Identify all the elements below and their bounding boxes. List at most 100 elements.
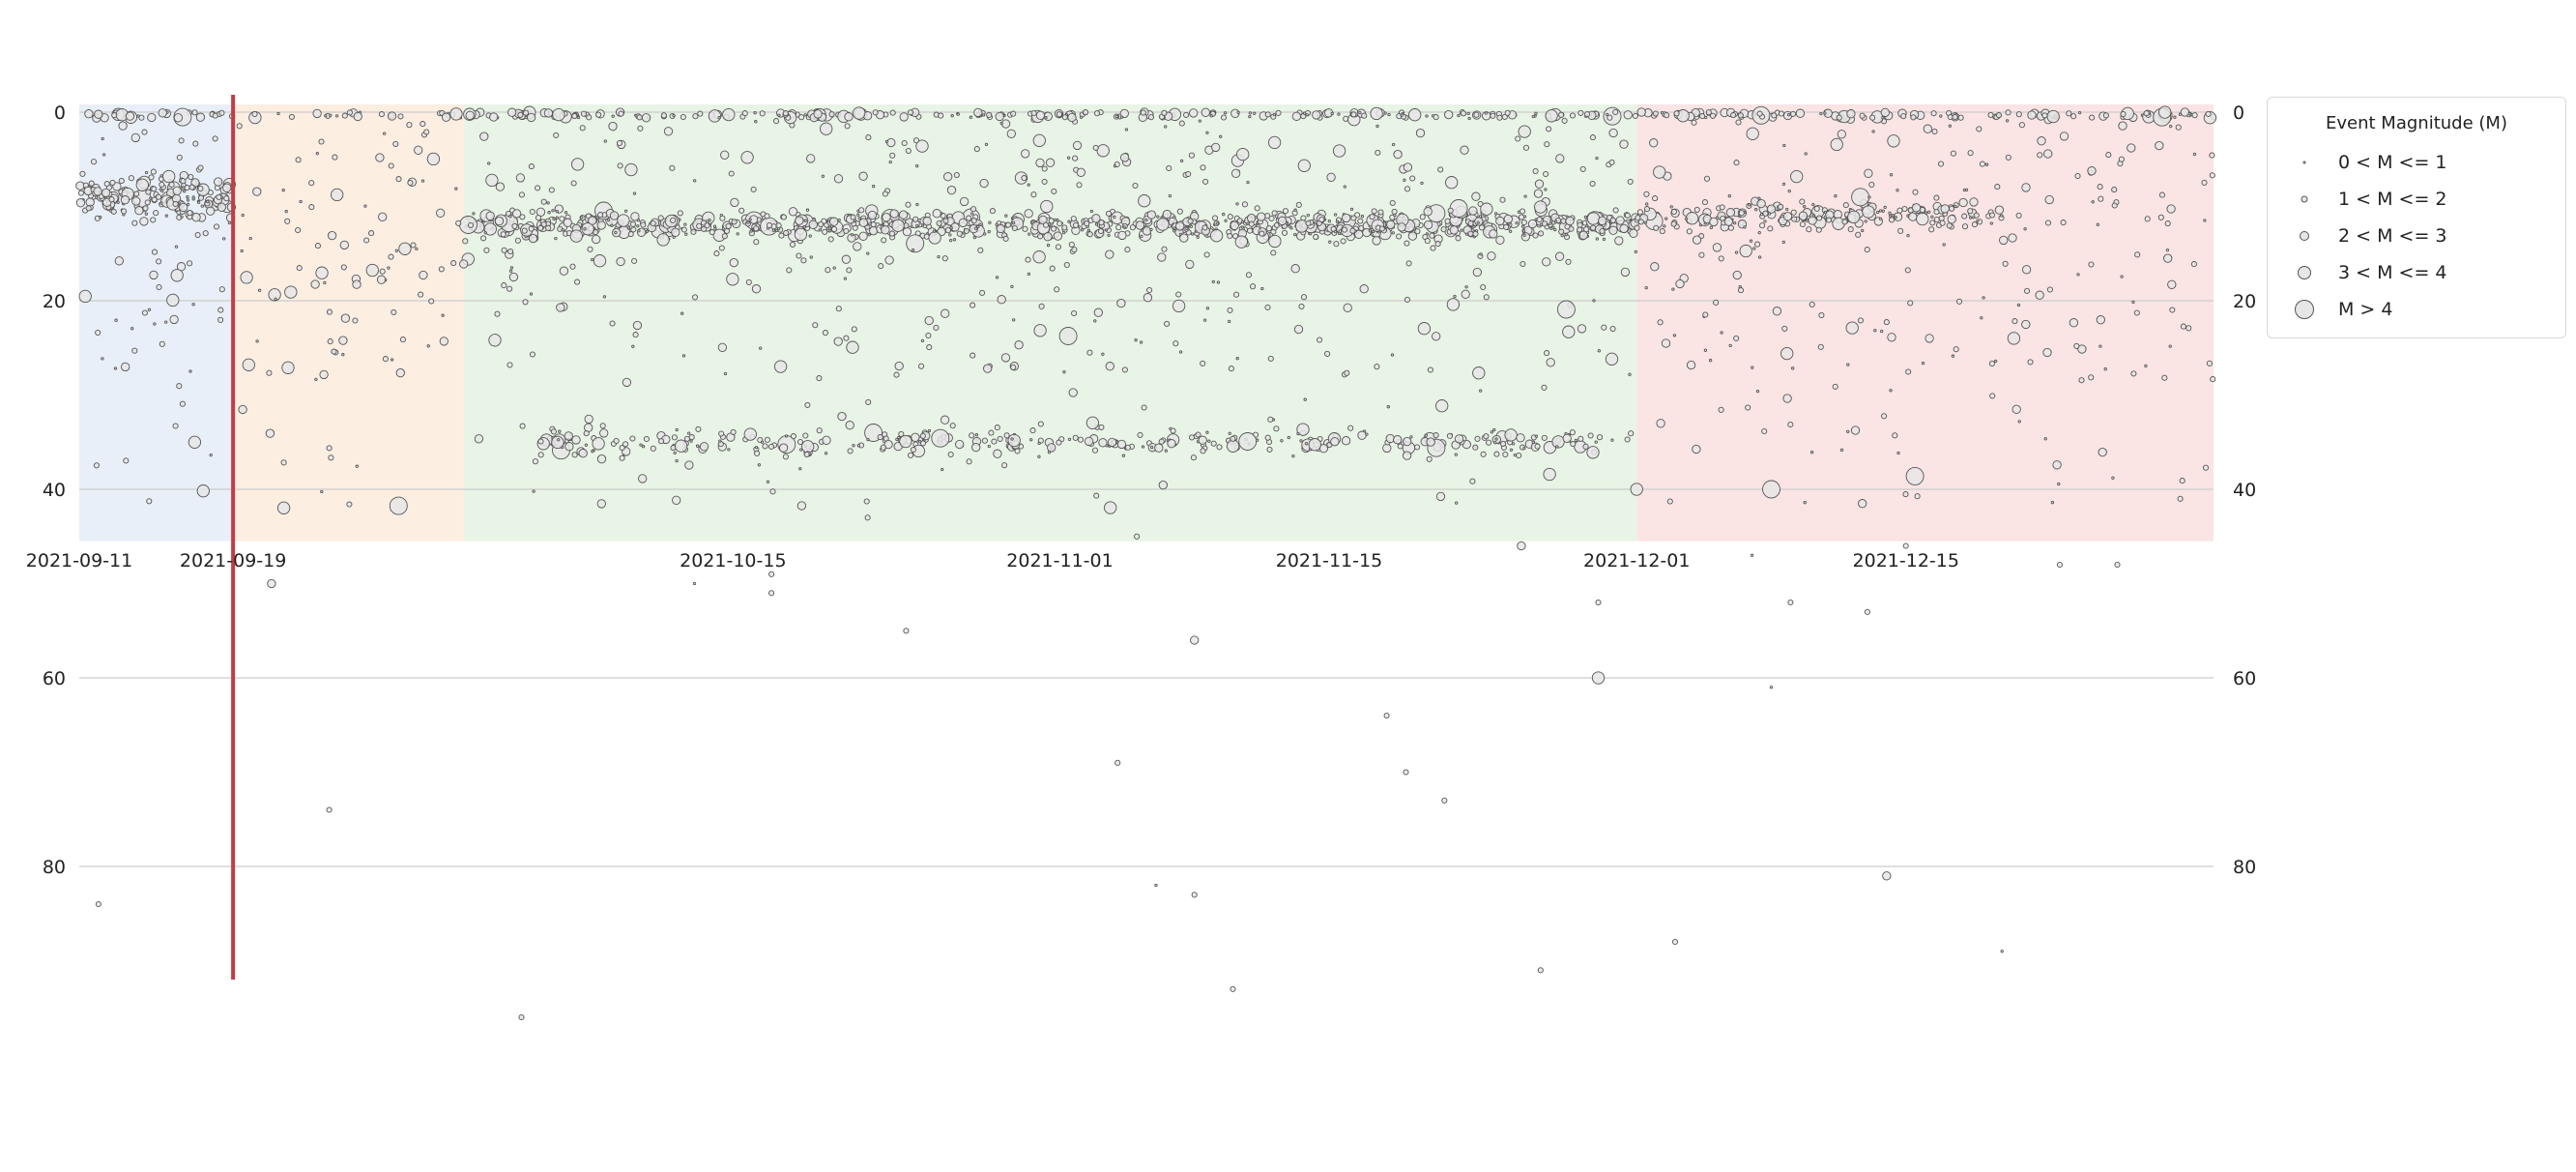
event-point-645 [850,214,856,220]
event-point-1827 [693,179,697,183]
event-point-1443 [1158,438,1165,445]
event-point-1167 [1472,230,1479,237]
event-point-2339 [2088,261,2095,268]
event-point-1972 [1555,154,1565,163]
event-point-449 [1227,214,1233,220]
event-point-1897 [738,207,745,214]
event-point-2437 [1105,249,1114,259]
event-point-2021 [1544,350,1550,357]
event-point-3016 [1496,114,1503,121]
event-point-1219 [1806,226,1812,233]
listed-point-23 [1630,483,1643,496]
event-point-1985 [1071,247,1078,253]
event-point-1034 [1522,233,1526,237]
event-point-2657 [138,114,145,121]
event-point-2568 [798,467,802,471]
event-point-1687 [1124,444,1131,451]
event-point-1876 [212,135,218,142]
event-point-1889 [1579,165,1586,172]
event-point-2599 [376,275,387,284]
event-point-2342 [773,118,780,125]
event-point-1784 [532,458,538,465]
event-point-2383 [1589,134,1596,141]
event-point-2872 [1836,114,1842,121]
event-point-2278 [519,423,526,429]
event-point-712 [1091,214,1101,223]
event-point-2449 [1236,147,1250,161]
event-point-2970 [526,112,536,123]
event-point-1799 [1927,210,1931,214]
event-point-1769 [1931,128,1938,135]
event-point-2592 [1157,252,1167,262]
event-point-2219 [1984,162,1989,166]
event-point-1154 [1449,225,1459,235]
event-point-1251 [1908,212,1918,221]
event-point-2897 [1490,112,1496,119]
event-point-1565 [767,443,775,450]
event-point-3025 [872,109,879,116]
event-point-2583 [450,260,457,267]
event-point-623 [766,221,773,229]
event-point-2879 [489,112,499,122]
event-point-1838 [1266,446,1273,453]
event-point-1465 [852,444,855,448]
event-point-2598 [2201,179,2208,186]
event-point-2994 [1220,114,1228,121]
event-point-1729 [1164,449,1168,453]
event-point-3043 [2077,110,2082,115]
event-point-1826 [1906,233,1910,238]
event-point-1848 [252,187,262,196]
event-point-1573 [919,440,927,447]
event-point-3048 [641,113,651,123]
event-point-2253 [1430,245,1436,251]
event-point-2399 [1608,128,1618,138]
event-point-1727 [880,444,886,451]
event-point-1999 [1933,194,1940,201]
event-point-1850 [363,204,367,208]
event-point-1951 [759,346,763,350]
event-point-1842 [323,280,327,285]
event-point-2114 [308,180,315,187]
listed-point-26 [1769,686,1774,689]
event-point-1366 [1976,219,1980,223]
event-point-1905 [2118,121,2127,131]
event-point-1816 [1132,182,1139,190]
event-point-2747 [1460,110,1467,117]
event-point-3045 [899,112,909,122]
event-point-1330 [1938,215,1945,221]
event-point-1053 [1371,208,1377,215]
event-point-2107 [889,152,896,159]
event-point-5 [144,212,149,216]
event-point-2104 [438,266,445,273]
legend-label-m4: 3 < M <= 4 [2338,262,2447,283]
event-point-695 [547,211,551,215]
event-point-1169 [1397,222,1406,232]
event-point-2001 [940,415,950,425]
event-point-1967 [2015,212,2022,219]
event-point-1067 [1240,225,1245,229]
event-point-764 [540,220,547,228]
event-point-2972 [1189,108,1199,118]
event-point-2495 [596,499,606,509]
event-point-1748 [314,377,318,382]
event-point-2603 [997,295,1006,305]
event-point-73 [153,210,159,217]
event-point-2048 [1804,152,1808,156]
event-point-1473 [1072,434,1079,441]
event-point-776 [569,229,583,243]
event-point-2427 [2017,420,2021,424]
event-point-517 [850,233,854,237]
event-point-2422 [1809,451,1814,454]
event-point-2415 [979,178,989,189]
event-point-1857 [925,332,932,339]
event-point-2146 [769,488,776,495]
event-point-1304 [1791,216,1798,222]
event-point-1976 [1782,143,1786,148]
event-point-2197 [949,423,956,429]
event-point-1503 [991,438,998,445]
event-point-2347 [587,246,593,252]
event-point-1671 [1562,433,1572,443]
event-point-2604 [1522,144,1530,151]
event-point-2299 [2190,261,2197,268]
event-point-1756 [1666,498,1673,505]
